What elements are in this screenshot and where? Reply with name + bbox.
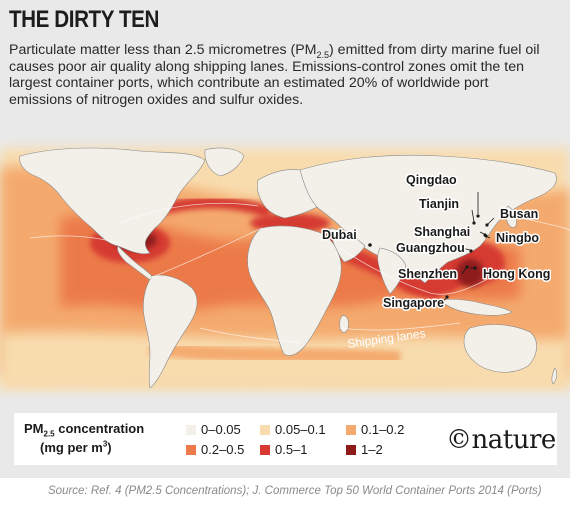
legend-swatch [346, 424, 356, 435]
india [377, 247, 407, 295]
north-america [19, 147, 206, 255]
port-label-tianjin: Tianjin [419, 197, 459, 211]
port-label-guangzhou: Guangzhou [396, 241, 465, 255]
world-map: Shipping lanes Qingdao Tianjin Busan Sha… [0, 147, 570, 389]
legend-swatch [260, 444, 270, 455]
description: Particulate matter less than 2.5 microme… [9, 42, 540, 108]
port-labels: Qingdao Tianjin Busan Shanghai Ningbo Du… [321, 172, 552, 312]
south-america [142, 274, 198, 389]
legend-swatch [346, 444, 356, 455]
port-label-shenzhen: Shenzhen [398, 267, 457, 281]
port-label-hong-kong: Hong Kong [483, 267, 550, 281]
legend-item: 0.05–0.1 [260, 422, 326, 437]
legend-item: 0.1–0.2 [346, 422, 404, 437]
legend-swatch [186, 424, 196, 435]
port-label-busan: Busan [500, 207, 538, 221]
indonesia [439, 298, 513, 316]
greenland [204, 147, 245, 177]
legend-item: 0–0.05 [186, 422, 241, 437]
asia [299, 154, 557, 284]
port-label-dubai: Dubai [322, 228, 357, 242]
port-label-ningbo: Ningbo [496, 231, 539, 245]
japan [505, 205, 517, 228]
shipping-lanes [29, 202, 570, 344]
port-dots [368, 214, 489, 299]
landmasses [19, 147, 558, 389]
africa [247, 225, 342, 356]
port-label-singapore: Singapore [383, 296, 444, 310]
page-title: THE DIRTY TEN [9, 6, 159, 33]
port-label-shanghai: Shanghai [414, 225, 470, 239]
legend-item: 0.2–0.5 [186, 442, 244, 457]
port-label-qingdao: Qingdao [406, 173, 457, 187]
australia [463, 324, 537, 373]
nature-logo: ©nature [446, 425, 556, 455]
legend-unit: (mg per m3) [40, 439, 112, 455]
legend-item: 1–2 [346, 442, 383, 457]
legend-title: PM2.5 concentration [24, 421, 145, 439]
legend-swatch [186, 444, 196, 455]
legend: PM2.5 concentration (mg per m3) 0–0.05 0… [14, 413, 557, 465]
port-markers [441, 192, 495, 305]
madagascar [339, 315, 349, 333]
new-zealand [551, 367, 558, 385]
source-note: Source: Ref. 4 (PM2.5 Concentrations); J… [48, 485, 542, 497]
legend-item: 0.5–1 [260, 442, 308, 457]
legend-swatch [260, 424, 270, 435]
